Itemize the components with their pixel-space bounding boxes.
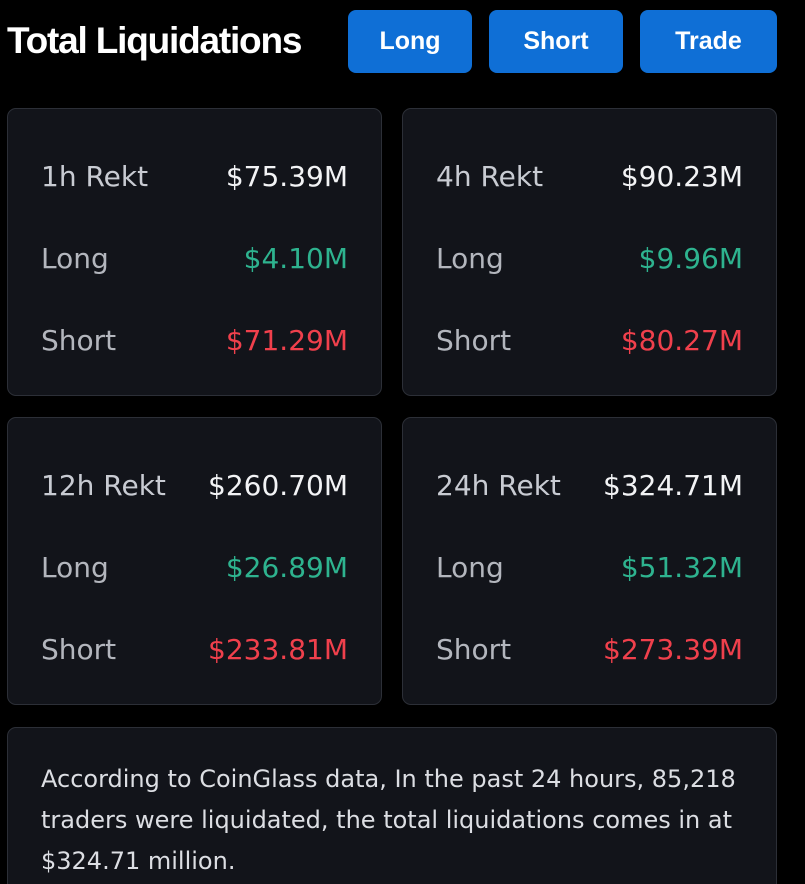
long-label: Long <box>436 550 504 584</box>
short-label: Short <box>436 632 512 666</box>
card-12h-rekt: 12h Rekt $260.70M Long $26.89M Short $23… <box>7 417 382 705</box>
short-label: Short <box>436 323 512 357</box>
long-button[interactable]: Long <box>348 10 472 73</box>
short-row: Short $273.39M <box>436 629 743 669</box>
long-row: Long $4.10M <box>41 238 348 278</box>
card-4h-rekt: 4h Rekt $90.23M Long $9.96M Short $80.27… <box>402 108 777 396</box>
short-value: $80.27M <box>620 323 743 357</box>
short-value: $273.39M <box>603 632 743 666</box>
rekt-row: 12h Rekt $260.70M <box>41 465 348 505</box>
long-row: Long $9.96M <box>436 238 743 278</box>
short-label: Short <box>41 632 117 666</box>
summary-card: According to CoinGlass data, In the past… <box>7 727 777 884</box>
long-value: $51.32M <box>620 550 743 584</box>
rekt-total-value: $260.70M <box>208 468 348 502</box>
rekt-row: 24h Rekt $324.71M <box>436 465 743 505</box>
header: Total Liquidations Long Short Trade <box>0 0 805 92</box>
short-label: Short <box>41 323 117 357</box>
card-24h-rekt: 24h Rekt $324.71M Long $51.32M Short $27… <box>402 417 777 705</box>
rekt-total-value: $90.23M <box>620 159 743 193</box>
short-row: Short $80.27M <box>436 320 743 360</box>
rekt-label: 12h Rekt <box>41 468 166 502</box>
rekt-row: 1h Rekt $75.39M <box>41 156 348 196</box>
short-row: Short $71.29M <box>41 320 348 360</box>
rekt-label: 4h Rekt <box>436 159 544 193</box>
summary-text: According to CoinGlass data, In the past… <box>41 765 736 875</box>
page-title: Total Liquidations <box>7 20 302 61</box>
long-value: $26.89M <box>225 550 348 584</box>
short-row: Short $233.81M <box>41 629 348 669</box>
long-label: Long <box>41 550 109 584</box>
rekt-total-value: $75.39M <box>225 159 348 193</box>
short-button[interactable]: Short <box>489 10 623 73</box>
long-row: Long $26.89M <box>41 547 348 587</box>
short-value: $233.81M <box>208 632 348 666</box>
long-row: Long $51.32M <box>436 547 743 587</box>
long-label: Long <box>436 241 504 275</box>
rekt-label: 1h Rekt <box>41 159 149 193</box>
short-value: $71.29M <box>225 323 348 357</box>
rekt-label: 24h Rekt <box>436 468 561 502</box>
long-label: Long <box>41 241 109 275</box>
long-value: $4.10M <box>243 241 348 275</box>
rekt-total-value: $324.71M <box>603 468 743 502</box>
trade-button[interactable]: Trade <box>640 10 777 73</box>
card-1h-rekt: 1h Rekt $75.39M Long $4.10M Short $71.29… <box>7 108 382 396</box>
long-value: $9.96M <box>638 241 743 275</box>
rekt-row: 4h Rekt $90.23M <box>436 156 743 196</box>
